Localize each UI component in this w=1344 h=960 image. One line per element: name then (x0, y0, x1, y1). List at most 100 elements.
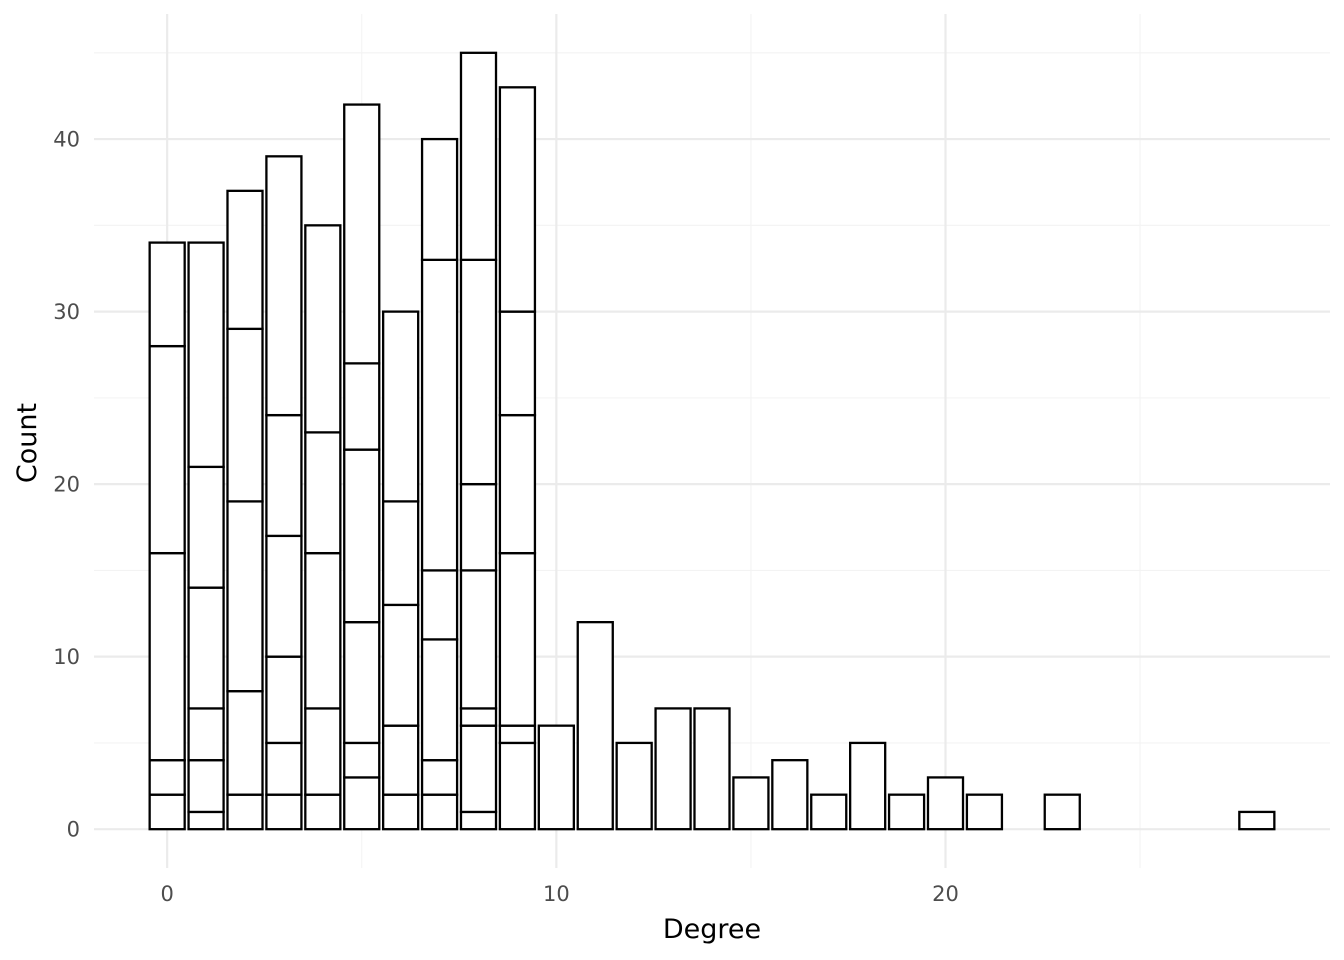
bar-segment (420, 638, 459, 762)
bar-segment (304, 707, 342, 796)
bar-x-15 (732, 776, 770, 831)
bar-segment (148, 793, 186, 831)
bar-segment (343, 362, 381, 451)
bar-segment (420, 793, 459, 831)
bar-segment (965, 793, 1004, 831)
bar-x-4 (304, 224, 342, 831)
bar-segment (148, 344, 186, 555)
x-tick-label: 0 (160, 882, 173, 906)
bar-segment (810, 793, 848, 831)
bar-segment (459, 482, 498, 572)
bar-x-10 (537, 724, 575, 831)
bar-segment (343, 776, 381, 831)
bar-segment (459, 810, 498, 831)
y-axis-tick-labels: 0 10 20 30 40 (53, 128, 80, 842)
bar-segment (265, 655, 303, 745)
bar-segment (420, 759, 459, 796)
bar-segment (1043, 793, 1081, 831)
y-tick-label: 40 (53, 128, 80, 152)
bar-segment (187, 465, 225, 589)
bar-x-7 (420, 137, 459, 831)
bar-segment (382, 500, 420, 607)
bar-segment (459, 707, 498, 727)
bar-segment (537, 724, 575, 831)
bar-x-1 (187, 241, 225, 831)
bar-x-13 (654, 707, 692, 831)
bar-segment (382, 603, 420, 727)
bar-segment (226, 500, 264, 693)
bar-segment (343, 448, 381, 624)
bar-segment (459, 258, 498, 486)
bar-x-3 (265, 155, 303, 831)
bar-segment (226, 690, 264, 796)
bar-segment (187, 759, 225, 814)
x-axis-title: Degree (663, 914, 761, 945)
bar-segment (654, 707, 692, 831)
bar-segment (226, 793, 264, 831)
bar-segment (265, 155, 303, 417)
bar-segment (148, 241, 186, 348)
bar-segment (498, 310, 537, 417)
bar-segment (849, 741, 887, 831)
bar-segment (148, 759, 186, 796)
bar-x-2 (226, 189, 264, 831)
bar-segment (265, 534, 303, 658)
bar-segment (343, 741, 381, 779)
bar-segment (498, 724, 537, 745)
bar-segment (576, 621, 614, 831)
bar-segment (498, 551, 537, 727)
bar-x-8 (459, 51, 498, 831)
bar-segment (304, 224, 342, 434)
bar-segment (304, 551, 342, 710)
bar-segment (187, 707, 225, 762)
bar-x-23 (1043, 793, 1081, 831)
bar-segment (459, 51, 498, 261)
bar-x-11 (576, 621, 614, 831)
bar-segment (187, 586, 225, 710)
bar-segment (265, 413, 303, 538)
bar-segment (265, 741, 303, 796)
y-axis-title: Count (12, 403, 43, 483)
y-tick-label: 10 (53, 645, 80, 669)
bar-segment (304, 431, 342, 555)
bar-segment (459, 569, 498, 710)
bar-segment (498, 741, 537, 831)
bar-segment (226, 189, 264, 331)
bar-segment (771, 759, 809, 831)
bars-layer (148, 51, 1276, 831)
bar-segment (304, 793, 342, 831)
bar-segment (265, 793, 303, 831)
y-tick-label: 0 (67, 818, 80, 842)
bar-x-19 (887, 793, 926, 831)
bar-segment (382, 724, 420, 796)
bar-segment (887, 793, 926, 831)
bar-x-0 (148, 241, 186, 831)
bar-x-21 (965, 793, 1004, 831)
bar-x-20 (926, 776, 965, 831)
bar-x-9 (498, 86, 537, 831)
bar-segment (148, 551, 186, 762)
y-tick-label: 30 (53, 300, 80, 324)
bar-segment (420, 258, 459, 572)
bar-x-5 (343, 103, 381, 831)
bar-segment (420, 569, 459, 641)
bar-x-14 (693, 707, 731, 831)
y-tick-label: 20 (53, 473, 80, 497)
x-tick-label: 20 (932, 882, 959, 906)
bar-x-16 (771, 759, 809, 831)
x-axis-tick-labels: 0 10 20 (160, 882, 958, 906)
bar-segment (343, 103, 381, 365)
bar-segment (1238, 810, 1276, 831)
x-tick-label: 10 (543, 882, 570, 906)
bar-segment (187, 241, 225, 469)
bar-segment (343, 621, 381, 745)
bar-segment (732, 776, 770, 831)
bar-x-17 (810, 793, 848, 831)
bar-segment (498, 86, 537, 313)
bar-segment (382, 310, 420, 503)
bar-x-6 (382, 310, 420, 831)
bar-segment (498, 413, 537, 555)
bar-segment (693, 707, 731, 831)
